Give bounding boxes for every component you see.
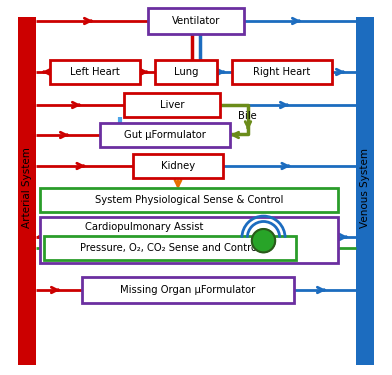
FancyBboxPatch shape bbox=[148, 8, 244, 34]
Text: Liver: Liver bbox=[160, 100, 184, 110]
FancyBboxPatch shape bbox=[50, 60, 140, 84]
Text: Arterial System: Arterial System bbox=[22, 147, 32, 228]
FancyBboxPatch shape bbox=[133, 154, 223, 178]
FancyBboxPatch shape bbox=[40, 217, 338, 263]
Bar bbox=[18, 17, 36, 365]
Text: System Physiological Sense & Control: System Physiological Sense & Control bbox=[95, 195, 283, 205]
Text: Right Heart: Right Heart bbox=[253, 67, 310, 77]
FancyBboxPatch shape bbox=[82, 277, 294, 303]
Text: Missing Organ μFormulator: Missing Organ μFormulator bbox=[120, 285, 256, 295]
Text: Gut μFormulator: Gut μFormulator bbox=[124, 130, 206, 140]
Text: Left Heart: Left Heart bbox=[70, 67, 120, 77]
FancyBboxPatch shape bbox=[44, 236, 296, 260]
Text: Venous System: Venous System bbox=[360, 147, 370, 228]
Text: Bile: Bile bbox=[238, 111, 257, 121]
Text: Pressure, O₂, CO₂ Sense and Control: Pressure, O₂, CO₂ Sense and Control bbox=[80, 243, 260, 253]
FancyBboxPatch shape bbox=[232, 60, 332, 84]
Text: Ventilator: Ventilator bbox=[172, 16, 220, 26]
Text: Cardiopulmonary Assist: Cardiopulmonary Assist bbox=[85, 222, 203, 232]
Bar bbox=[356, 17, 374, 365]
FancyBboxPatch shape bbox=[155, 60, 217, 84]
Text: Kidney: Kidney bbox=[161, 161, 195, 171]
FancyBboxPatch shape bbox=[124, 93, 220, 117]
FancyBboxPatch shape bbox=[100, 123, 230, 147]
Text: Lung: Lung bbox=[174, 67, 198, 77]
FancyBboxPatch shape bbox=[40, 188, 338, 212]
Circle shape bbox=[252, 229, 275, 252]
